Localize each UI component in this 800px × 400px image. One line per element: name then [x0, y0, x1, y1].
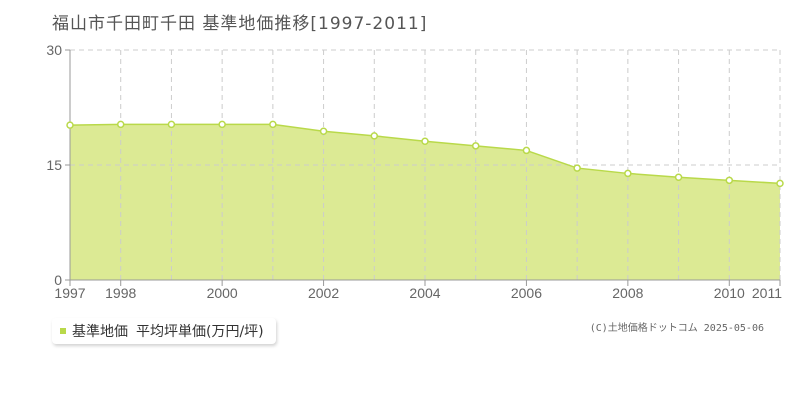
data-point [624, 169, 632, 178]
data-point [66, 121, 74, 129]
data-point [116, 120, 125, 129]
x-tick-label: 2004 [409, 285, 440, 301]
y-tick-label: 30 [46, 42, 62, 58]
x-tick-label: 2000 [207, 285, 238, 301]
x-tick-label: 2008 [612, 285, 643, 301]
data-point [776, 179, 784, 188]
x-tick-label: 1998 [105, 285, 136, 301]
legend-swatch [60, 328, 66, 334]
y-tick-label: 0 [54, 272, 62, 288]
data-point [421, 137, 429, 145]
x-tick-label: 2011 [752, 285, 782, 301]
data-point [471, 142, 480, 150]
x-tick-label: 1997 [54, 285, 85, 301]
data-point [218, 120, 226, 129]
chart-title: 福山市千田町千田 基準地価推移[1997-2011] [52, 14, 428, 34]
legend: 基準地価 平均坪単価(万円/坪) [52, 318, 276, 344]
copyright: (C)土地価格ドットコム 2025-05-06 [589, 323, 764, 334]
x-tick-label: 2010 [714, 285, 745, 301]
data-point [269, 120, 277, 129]
legend-unit-label: 平均坪単価(万円/坪) [136, 324, 264, 340]
data-point [522, 146, 531, 155]
data-point [319, 127, 328, 136]
y-tick-label: 15 [46, 157, 62, 173]
legend-series-label: 基準地価 [72, 324, 128, 340]
x-tick-label: 2002 [308, 285, 339, 301]
data-point [167, 120, 176, 129]
data-point [573, 164, 581, 172]
data-point [725, 176, 734, 185]
series-area [70, 124, 780, 280]
data-point [674, 173, 683, 182]
x-tick-label: 2006 [511, 285, 542, 301]
data-point [370, 132, 379, 140]
